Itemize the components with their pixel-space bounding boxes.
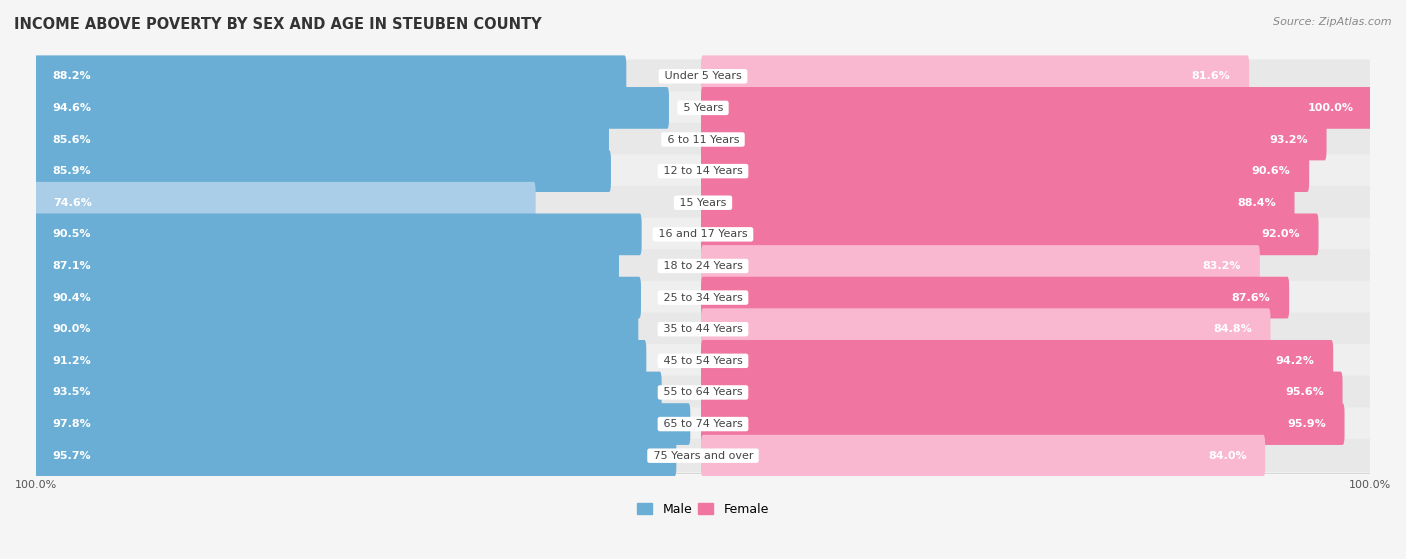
FancyBboxPatch shape <box>35 249 1371 283</box>
FancyBboxPatch shape <box>34 245 619 287</box>
Text: 90.6%: 90.6% <box>1251 166 1291 176</box>
Text: 85.6%: 85.6% <box>53 135 91 144</box>
FancyBboxPatch shape <box>702 403 1344 445</box>
Text: 90.5%: 90.5% <box>53 229 91 239</box>
Text: Under 5 Years: Under 5 Years <box>661 71 745 81</box>
Text: 85.9%: 85.9% <box>53 166 91 176</box>
Text: 74.6%: 74.6% <box>53 198 91 208</box>
FancyBboxPatch shape <box>34 119 609 160</box>
FancyBboxPatch shape <box>35 217 1371 251</box>
Text: 87.1%: 87.1% <box>53 261 91 271</box>
FancyBboxPatch shape <box>35 154 1371 188</box>
Text: 81.6%: 81.6% <box>1192 71 1230 81</box>
Text: 12 to 14 Years: 12 to 14 Years <box>659 166 747 176</box>
FancyBboxPatch shape <box>702 309 1271 350</box>
FancyBboxPatch shape <box>34 435 676 477</box>
Text: 6 to 11 Years: 6 to 11 Years <box>664 135 742 144</box>
FancyBboxPatch shape <box>35 59 1371 93</box>
FancyBboxPatch shape <box>702 150 1309 192</box>
Text: 88.4%: 88.4% <box>1237 198 1275 208</box>
FancyBboxPatch shape <box>702 435 1265 477</box>
FancyBboxPatch shape <box>34 277 641 319</box>
FancyBboxPatch shape <box>35 123 1371 157</box>
FancyBboxPatch shape <box>34 182 536 224</box>
Text: 90.4%: 90.4% <box>53 292 91 302</box>
FancyBboxPatch shape <box>702 119 1326 160</box>
Text: 16 and 17 Years: 16 and 17 Years <box>655 229 751 239</box>
FancyBboxPatch shape <box>34 403 690 445</box>
FancyBboxPatch shape <box>35 344 1371 377</box>
FancyBboxPatch shape <box>702 372 1343 413</box>
Text: 95.9%: 95.9% <box>1286 419 1326 429</box>
Text: 87.6%: 87.6% <box>1232 292 1271 302</box>
Text: 91.2%: 91.2% <box>53 356 91 366</box>
Text: 83.2%: 83.2% <box>1202 261 1241 271</box>
FancyBboxPatch shape <box>34 309 638 350</box>
Text: 5 Years: 5 Years <box>679 103 727 113</box>
Text: 25 to 34 Years: 25 to 34 Years <box>659 292 747 302</box>
FancyBboxPatch shape <box>34 150 612 192</box>
Text: 45 to 54 Years: 45 to 54 Years <box>659 356 747 366</box>
Text: 94.2%: 94.2% <box>1275 356 1315 366</box>
FancyBboxPatch shape <box>35 376 1371 409</box>
Text: 55 to 64 Years: 55 to 64 Years <box>659 387 747 397</box>
FancyBboxPatch shape <box>34 340 647 382</box>
Text: 35 to 44 Years: 35 to 44 Years <box>659 324 747 334</box>
FancyBboxPatch shape <box>34 372 662 413</box>
Text: 65 to 74 Years: 65 to 74 Years <box>659 419 747 429</box>
Text: 88.2%: 88.2% <box>53 71 91 81</box>
FancyBboxPatch shape <box>35 439 1371 472</box>
Text: 84.0%: 84.0% <box>1208 451 1247 461</box>
FancyBboxPatch shape <box>702 340 1333 382</box>
Text: 97.8%: 97.8% <box>53 419 91 429</box>
FancyBboxPatch shape <box>35 186 1371 220</box>
Text: Source: ZipAtlas.com: Source: ZipAtlas.com <box>1274 17 1392 27</box>
FancyBboxPatch shape <box>34 55 626 97</box>
FancyBboxPatch shape <box>702 182 1295 224</box>
FancyBboxPatch shape <box>34 87 669 129</box>
Text: 75 Years and over: 75 Years and over <box>650 451 756 461</box>
Text: 18 to 24 Years: 18 to 24 Years <box>659 261 747 271</box>
FancyBboxPatch shape <box>35 312 1371 346</box>
FancyBboxPatch shape <box>35 91 1371 125</box>
Text: 92.0%: 92.0% <box>1261 229 1301 239</box>
Text: 93.5%: 93.5% <box>53 387 91 397</box>
Text: 93.2%: 93.2% <box>1270 135 1308 144</box>
FancyBboxPatch shape <box>702 87 1372 129</box>
FancyBboxPatch shape <box>35 281 1371 314</box>
Text: 100.0%: 100.0% <box>1308 103 1353 113</box>
Text: 95.6%: 95.6% <box>1285 387 1324 397</box>
FancyBboxPatch shape <box>702 245 1260 287</box>
Text: 95.7%: 95.7% <box>53 451 91 461</box>
Legend: Male, Female: Male, Female <box>633 498 773 520</box>
Text: 94.6%: 94.6% <box>53 103 91 113</box>
Text: INCOME ABOVE POVERTY BY SEX AND AGE IN STEUBEN COUNTY: INCOME ABOVE POVERTY BY SEX AND AGE IN S… <box>14 17 541 32</box>
Text: 84.8%: 84.8% <box>1213 324 1251 334</box>
FancyBboxPatch shape <box>35 408 1371 441</box>
FancyBboxPatch shape <box>702 277 1289 319</box>
Text: 15 Years: 15 Years <box>676 198 730 208</box>
FancyBboxPatch shape <box>702 214 1319 255</box>
FancyBboxPatch shape <box>702 55 1249 97</box>
Text: 90.0%: 90.0% <box>53 324 91 334</box>
FancyBboxPatch shape <box>34 214 641 255</box>
